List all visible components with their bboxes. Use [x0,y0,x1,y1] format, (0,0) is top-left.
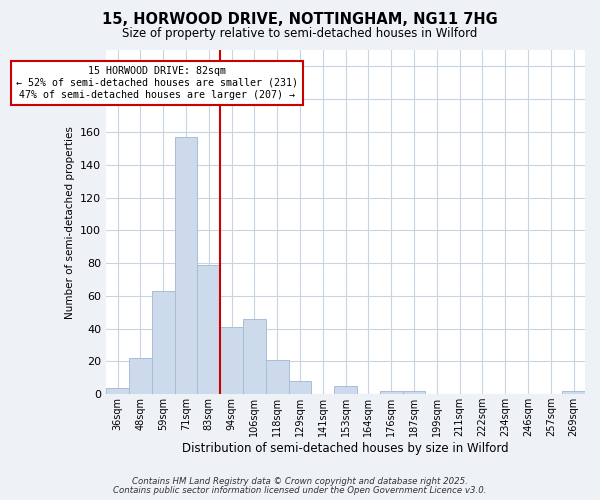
Bar [175,137,197,394]
Bar [106,388,129,394]
X-axis label: Distribution of semi-detached houses by size in Wilford: Distribution of semi-detached houses by … [182,442,509,455]
Text: 15, HORWOOD DRIVE, NOTTINGHAM, NG11 7HG: 15, HORWOOD DRIVE, NOTTINGHAM, NG11 7HG [102,12,498,28]
Bar [266,360,289,394]
Bar [289,381,311,394]
Y-axis label: Number of semi-detached properties: Number of semi-detached properties [65,126,74,318]
Text: Contains HM Land Registry data © Crown copyright and database right 2025.: Contains HM Land Registry data © Crown c… [132,477,468,486]
Bar [403,391,425,394]
Bar [334,386,357,394]
Bar [380,391,403,394]
Text: 15 HORWOOD DRIVE: 82sqm
← 52% of semi-detached houses are smaller (231)
47% of s: 15 HORWOOD DRIVE: 82sqm ← 52% of semi-de… [16,66,298,100]
Bar [197,264,220,394]
Bar [129,358,152,394]
Bar [220,327,243,394]
Bar [152,291,175,394]
Bar [243,319,266,394]
Text: Contains public sector information licensed under the Open Government Licence v3: Contains public sector information licen… [113,486,487,495]
Text: Size of property relative to semi-detached houses in Wilford: Size of property relative to semi-detach… [122,28,478,40]
Bar [562,391,585,394]
